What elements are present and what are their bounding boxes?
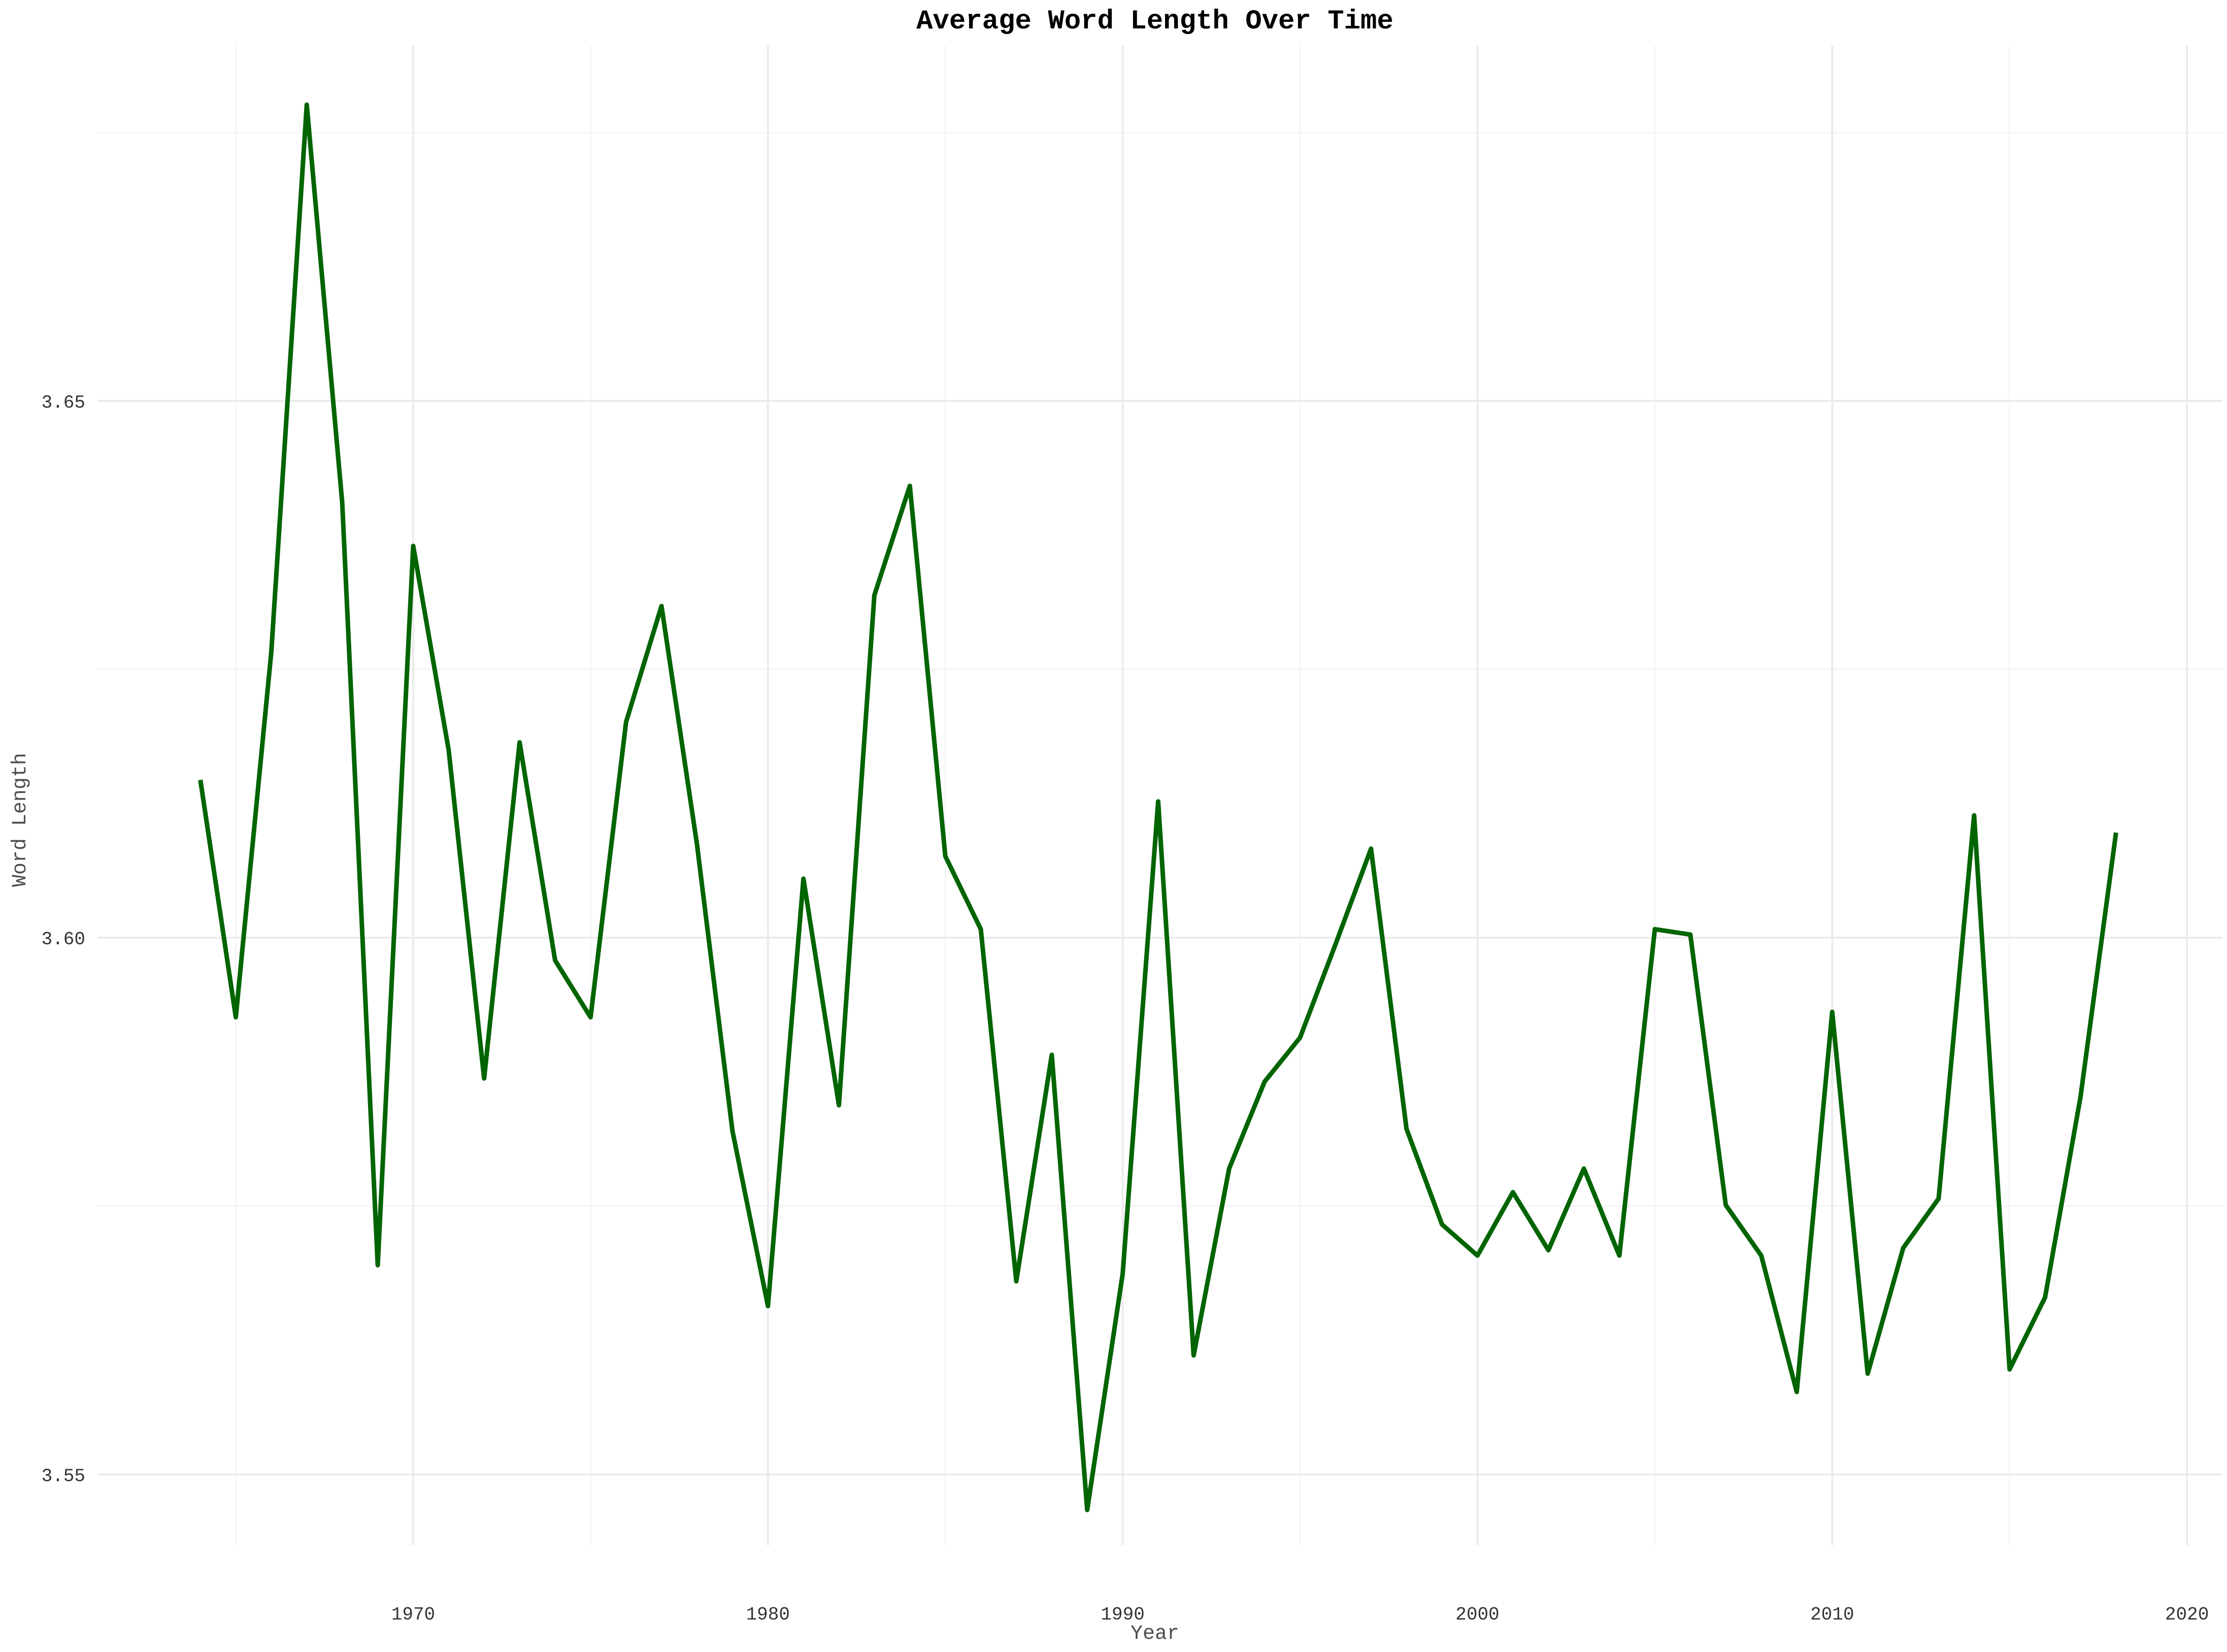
x-tick-label: 2000 bbox=[1455, 1604, 1499, 1625]
x-axis-tick-labels: 1970 1980 1990 2000 2010 2020 bbox=[391, 1604, 2209, 1625]
series-lines bbox=[198, 102, 2118, 1512]
y-tick-label: 3.60 bbox=[42, 929, 85, 950]
x-tick-label: 1970 bbox=[391, 1604, 435, 1625]
series-line-0 bbox=[198, 102, 2118, 1512]
chart-title: Average Word Length Over Time bbox=[916, 6, 1393, 37]
x-tick-label: 1990 bbox=[1101, 1604, 1144, 1625]
grid-lines bbox=[97, 46, 2222, 1545]
x-tick-label: 1980 bbox=[746, 1604, 790, 1625]
x-tick-label: 2010 bbox=[1810, 1604, 1854, 1625]
y-axis-tick-labels: 3.55 3.60 3.65 bbox=[42, 392, 85, 1487]
x-tick-label: 2020 bbox=[2165, 1604, 2209, 1625]
x-axis-title: Year bbox=[1131, 1623, 1179, 1645]
y-tick-label: 3.55 bbox=[42, 1466, 85, 1486]
y-tick-label: 3.65 bbox=[42, 392, 85, 413]
y-axis-title: Word Length bbox=[9, 753, 32, 887]
